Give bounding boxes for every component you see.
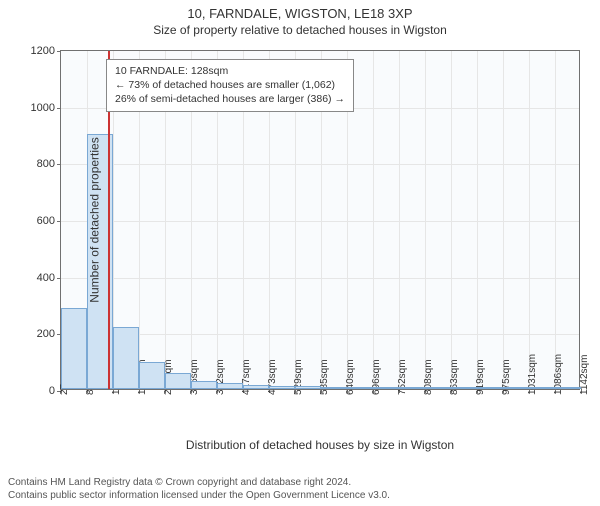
footer-line2: Contains public sector information licen… xyxy=(8,489,390,502)
y-tick-label: 600 xyxy=(37,215,55,227)
y-tick-mark xyxy=(57,108,61,109)
histogram-bar xyxy=(217,383,243,389)
footer-line1: Contains HM Land Registry data © Crown c… xyxy=(8,476,390,489)
histogram-bar xyxy=(529,387,555,389)
gridline-v xyxy=(399,51,400,389)
histogram-bar xyxy=(451,387,477,389)
histogram-bar xyxy=(269,386,295,389)
histogram-bar xyxy=(373,387,399,389)
histogram-bar xyxy=(139,362,165,389)
x-tick-label: 975sqm xyxy=(501,359,512,395)
y-tick-mark xyxy=(57,164,61,165)
legend-line2: ← 73% of detached houses are smaller (1,… xyxy=(115,78,345,92)
legend-box: 10 FARNDALE: 128sqm ← 73% of detached ho… xyxy=(106,59,354,112)
histogram-bar xyxy=(165,373,191,389)
histogram-bar xyxy=(425,387,451,389)
histogram-bar xyxy=(113,327,139,389)
y-axis-label: Number of detached properties xyxy=(88,137,102,302)
y-tick-label: 400 xyxy=(37,272,55,284)
y-tick-label: 800 xyxy=(37,158,55,170)
x-tick-label: 585sqm xyxy=(319,359,330,395)
histogram-bar xyxy=(61,308,87,389)
y-tick-mark xyxy=(57,278,61,279)
histogram-bar xyxy=(555,387,581,389)
histogram-bar xyxy=(347,387,373,389)
y-tick-label: 1000 xyxy=(31,102,55,114)
y-tick-label: 1200 xyxy=(31,45,55,57)
histogram-bar xyxy=(477,387,503,389)
y-tick-mark xyxy=(57,221,61,222)
chart-subtitle: Size of property relative to detached ho… xyxy=(0,23,600,37)
y-tick-label: 200 xyxy=(37,328,55,340)
x-tick-label: 696sqm xyxy=(371,359,382,395)
histogram-bar xyxy=(321,387,347,389)
chart-area: 02004006008001000120027sqm83sqm139sqm194… xyxy=(60,50,580,390)
histogram-bar xyxy=(243,385,269,389)
histogram-bar xyxy=(399,387,425,389)
x-axis-label: Distribution of detached houses by size … xyxy=(186,438,454,452)
histogram-bar xyxy=(191,381,217,389)
legend-line1: 10 FARNDALE: 128sqm xyxy=(115,64,345,78)
gridline-v xyxy=(477,51,478,389)
gridline-v xyxy=(503,51,504,389)
gridline-v xyxy=(451,51,452,389)
y-tick-label: 0 xyxy=(49,385,55,397)
gridline-v xyxy=(529,51,530,389)
gridline-v xyxy=(373,51,374,389)
legend-line3: 26% of semi-detached houses are larger (… xyxy=(115,92,345,106)
gridline-v xyxy=(425,51,426,389)
x-tick-label: 417sqm xyxy=(241,359,252,395)
x-tick-label: 640sqm xyxy=(345,359,356,395)
x-tick-label: 919sqm xyxy=(475,359,486,395)
page-title: 10, FARNDALE, WIGSTON, LE18 3XP xyxy=(0,6,600,21)
plot-area: 02004006008001000120027sqm83sqm139sqm194… xyxy=(60,50,580,390)
x-tick-label: 808sqm xyxy=(423,359,434,395)
footer-attribution: Contains HM Land Registry data © Crown c… xyxy=(8,476,390,502)
histogram-bar xyxy=(503,387,529,389)
gridline-v xyxy=(555,51,556,389)
x-tick-label: 863sqm xyxy=(449,359,460,395)
x-tick-label: 362sqm xyxy=(215,359,226,395)
x-tick-label: 752sqm xyxy=(397,359,408,395)
x-tick-label: 473sqm xyxy=(267,359,278,395)
histogram-bar xyxy=(295,386,321,389)
x-tick-label: 529sqm xyxy=(293,359,304,395)
y-tick-mark xyxy=(57,51,61,52)
